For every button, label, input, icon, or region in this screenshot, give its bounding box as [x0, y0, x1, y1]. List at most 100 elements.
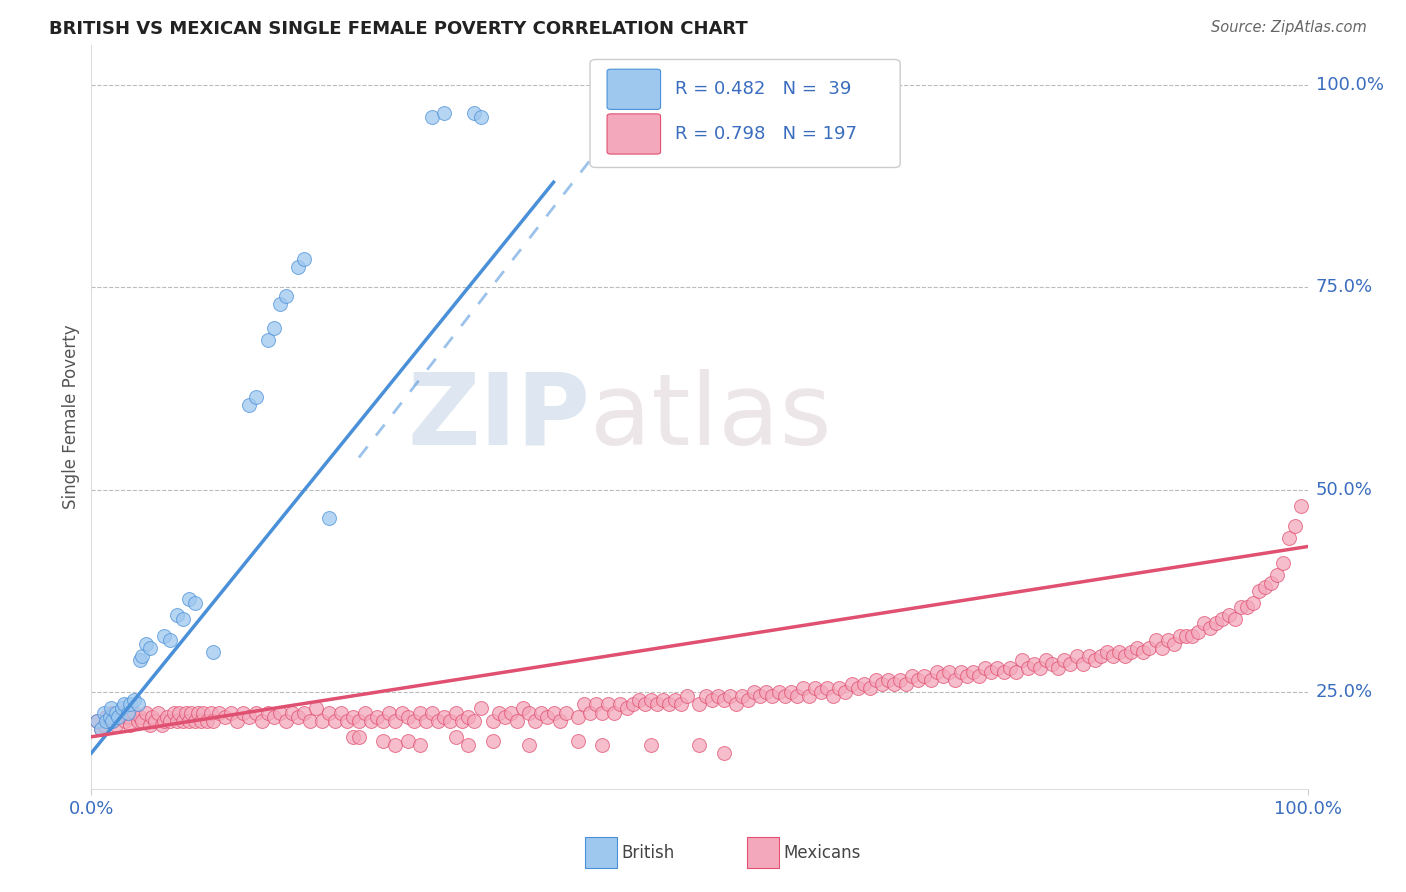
- Point: [974, 661, 997, 675]
- Point: [1139, 640, 1161, 655]
- Point: [180, 706, 202, 720]
- Point: [1284, 519, 1306, 533]
- Point: [792, 681, 814, 696]
- Point: [129, 653, 152, 667]
- Y-axis label: Single Female Poverty: Single Female Poverty: [62, 325, 80, 509]
- Point: [159, 632, 181, 647]
- Point: [131, 648, 153, 663]
- Point: [159, 714, 181, 728]
- Point: [101, 714, 124, 728]
- Point: [444, 730, 467, 744]
- Point: [129, 709, 152, 723]
- Point: [1223, 612, 1246, 626]
- Text: 25.0%: 25.0%: [1316, 683, 1374, 701]
- Point: [153, 714, 176, 728]
- Point: [263, 321, 285, 335]
- Point: [166, 714, 188, 728]
- Point: [1247, 584, 1270, 599]
- Point: [141, 709, 163, 723]
- Point: [329, 706, 352, 720]
- Point: [120, 717, 142, 731]
- Point: [336, 714, 359, 728]
- Point: [1205, 616, 1227, 631]
- Point: [554, 706, 576, 720]
- Point: [634, 698, 657, 712]
- Point: [1047, 661, 1070, 675]
- Point: [98, 709, 121, 723]
- Point: [238, 398, 260, 412]
- Point: [342, 709, 364, 723]
- Point: [232, 706, 254, 720]
- Point: [373, 714, 395, 728]
- Point: [536, 709, 558, 723]
- Point: [737, 693, 759, 707]
- Point: [86, 714, 108, 728]
- Point: [1150, 640, 1173, 655]
- Point: [1199, 620, 1222, 634]
- Point: [263, 709, 285, 723]
- Point: [318, 511, 340, 525]
- Point: [391, 706, 413, 720]
- Point: [256, 706, 278, 720]
- Point: [245, 390, 267, 404]
- Point: [1114, 648, 1136, 663]
- Point: [104, 706, 127, 720]
- Point: [664, 693, 686, 707]
- Point: [585, 698, 607, 712]
- Point: [323, 714, 346, 728]
- Point: [724, 698, 747, 712]
- Point: [373, 734, 395, 748]
- Point: [402, 714, 425, 728]
- Point: [451, 714, 474, 728]
- Point: [815, 681, 838, 696]
- Point: [200, 706, 222, 720]
- Point: [598, 698, 620, 712]
- Text: R = 0.482   N =  39: R = 0.482 N = 39: [675, 80, 852, 98]
- Point: [713, 693, 735, 707]
- Point: [652, 693, 675, 707]
- Point: [111, 706, 134, 720]
- Point: [219, 706, 242, 720]
- Point: [883, 677, 905, 691]
- Point: [384, 738, 406, 752]
- Point: [433, 106, 456, 120]
- Point: [354, 706, 377, 720]
- Point: [292, 706, 315, 720]
- Point: [579, 706, 602, 720]
- Point: [499, 706, 522, 720]
- Text: R = 0.798   N = 197: R = 0.798 N = 197: [675, 125, 858, 143]
- Point: [470, 701, 492, 715]
- Point: [621, 698, 644, 712]
- Point: [238, 709, 260, 723]
- FancyBboxPatch shape: [607, 70, 661, 110]
- Point: [150, 717, 173, 731]
- Point: [111, 701, 134, 715]
- Point: [139, 640, 162, 655]
- Point: [311, 714, 333, 728]
- Text: 50.0%: 50.0%: [1316, 481, 1372, 499]
- Point: [688, 738, 710, 752]
- FancyBboxPatch shape: [591, 60, 900, 168]
- Point: [347, 730, 370, 744]
- Point: [122, 706, 145, 720]
- Point: [731, 690, 754, 704]
- Point: [591, 706, 613, 720]
- Point: [1175, 629, 1198, 643]
- Point: [107, 709, 129, 723]
- Point: [786, 690, 808, 704]
- Point: [184, 714, 207, 728]
- Point: [1095, 645, 1118, 659]
- Point: [1218, 608, 1240, 623]
- Point: [153, 629, 176, 643]
- Point: [768, 685, 790, 699]
- Point: [761, 690, 783, 704]
- Point: [457, 709, 479, 723]
- Point: [980, 665, 1002, 679]
- Point: [925, 665, 948, 679]
- Point: [517, 738, 540, 752]
- Point: [274, 714, 297, 728]
- Point: [94, 709, 117, 723]
- Point: [112, 698, 135, 712]
- Point: [548, 714, 571, 728]
- Point: [943, 673, 966, 687]
